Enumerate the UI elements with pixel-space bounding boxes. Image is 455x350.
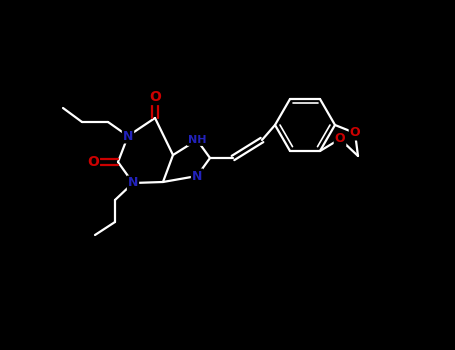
- Text: NH: NH: [188, 135, 206, 145]
- Text: O: O: [149, 90, 161, 104]
- Text: O: O: [335, 133, 345, 146]
- Text: N: N: [123, 130, 133, 142]
- Text: N: N: [128, 176, 138, 189]
- Text: O: O: [350, 126, 360, 140]
- Text: O: O: [87, 155, 99, 169]
- Text: N: N: [192, 169, 202, 182]
